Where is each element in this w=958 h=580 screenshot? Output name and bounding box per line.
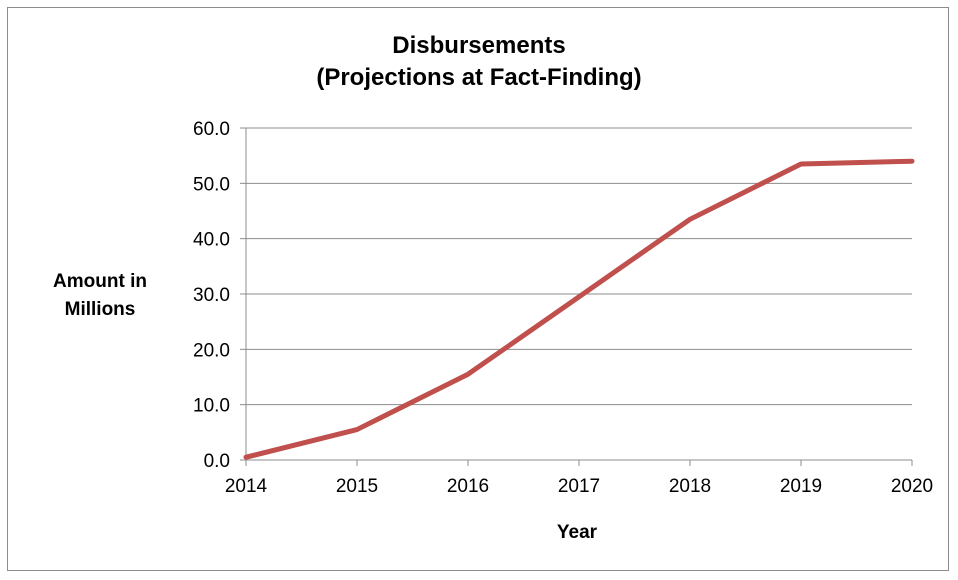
x-tick-label: 2014 bbox=[225, 476, 268, 497]
x-tick-label: 2018 bbox=[669, 476, 711, 497]
y-tick-label: 0.0 bbox=[204, 451, 230, 472]
x-tick-label: 2019 bbox=[780, 476, 822, 497]
y-axis-title-line-1: Amount in bbox=[53, 271, 147, 292]
y-axis-title-line-2: Millions bbox=[64, 299, 136, 320]
y-tick-label: 20.0 bbox=[193, 340, 230, 361]
x-tick-label: 2016 bbox=[447, 476, 489, 497]
x-tick-label: 2017 bbox=[558, 476, 600, 497]
y-tick-label: 50.0 bbox=[193, 174, 230, 195]
y-tick-label: 60.0 bbox=[193, 119, 230, 140]
x-tick-label: 2020 bbox=[891, 476, 933, 497]
y-axis-title: Amount in Millions bbox=[40, 268, 160, 324]
chart-area bbox=[7, 7, 949, 571]
chart-title-line-2: (Projections at Fact-Finding) bbox=[316, 64, 642, 91]
chart-title-line-1: Disbursements bbox=[392, 32, 566, 59]
x-tick-label: 2015 bbox=[336, 476, 378, 497]
x-axis-title: Year bbox=[556, 522, 598, 543]
y-tick-label: 30.0 bbox=[193, 285, 230, 306]
y-tick-label: 10.0 bbox=[193, 396, 230, 417]
y-tick-label: 40.0 bbox=[193, 230, 230, 251]
series-line bbox=[243, 158, 915, 460]
